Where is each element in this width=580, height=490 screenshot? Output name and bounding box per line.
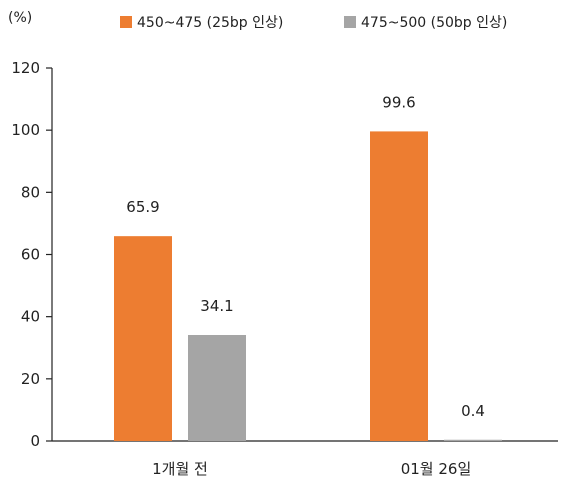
data-label-series-1-cat-2: 99.6 xyxy=(382,93,415,111)
bar-series-2-cat-1 xyxy=(188,335,246,441)
category-label-1: 1개월 전 xyxy=(152,460,208,478)
data-label-series-1-cat-1: 65.9 xyxy=(126,198,159,216)
bar-series-2-cat-2 xyxy=(444,439,502,441)
category-labels: 1개월 전 01월 26일 xyxy=(152,460,471,478)
data-labels: 65.9 34.1 99.6 0.4 xyxy=(126,93,485,419)
legend: 450~475 (25bp 인상) 475~500 (50bp 인상) xyxy=(120,15,507,31)
category-label-2: 01월 26일 xyxy=(401,460,472,478)
legend-swatch-series-1 xyxy=(120,16,132,28)
y-tick-label: 60 xyxy=(21,246,40,264)
y-tick-label: 80 xyxy=(21,183,40,201)
y-tick-label: 20 xyxy=(21,370,40,388)
y-tick-label: 40 xyxy=(21,308,40,326)
y-ticks: 0 20 40 60 80 100 120 xyxy=(11,59,52,450)
legend-swatch-series-2 xyxy=(344,16,356,28)
data-label-series-2-cat-2: 0.4 xyxy=(461,402,485,420)
y-tick-label: 120 xyxy=(11,59,40,77)
y-unit-label: (%) xyxy=(8,10,32,26)
data-label-series-2-cat-1: 34.1 xyxy=(200,297,233,315)
bar-series-1-cat-2 xyxy=(370,131,428,441)
bars xyxy=(114,131,502,441)
y-tick-label: 0 xyxy=(30,432,40,450)
legend-label-series-2: 475~500 (50bp 인상) xyxy=(361,15,507,31)
y-tick-label: 100 xyxy=(11,121,40,139)
bar-series-1-cat-1 xyxy=(114,236,172,441)
legend-label-series-1: 450~475 (25bp 인상) xyxy=(137,15,283,31)
